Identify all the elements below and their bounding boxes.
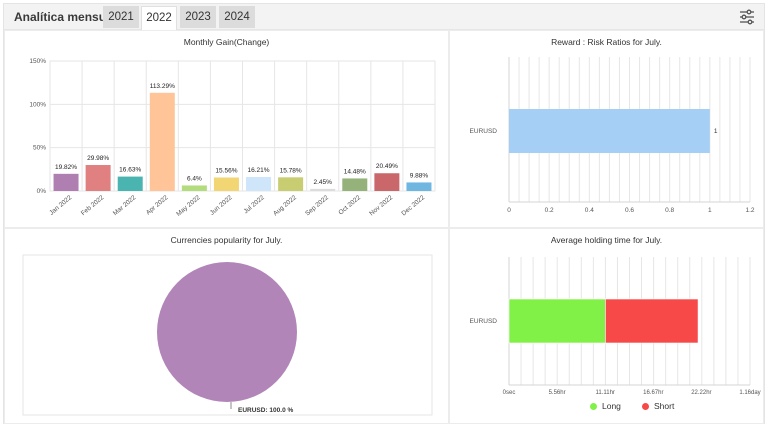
currencies-pie-chart: EURUSD: 100.0 % — [22, 254, 433, 416]
x-tick-label: 0.8 — [665, 207, 674, 214]
x-tick-label: 16.67hr — [643, 390, 663, 396]
x-tick-label: Aug 2022 — [272, 194, 298, 217]
bar-long — [508, 298, 606, 344]
bar-value-label: 113.29% — [150, 83, 175, 90]
holding-time-chart: 0sec 5.56hr 11.11hr 16.67hr 22.22hr 1.16day EU… — [470, 257, 761, 396]
bar-may-2022 — [181, 185, 207, 191]
bar-mar-2022 — [117, 176, 143, 191]
reward-risk-chart: 0 0.2 0.4 0.6 0.8 1 1.2 EURUSD 1 — [470, 57, 755, 214]
x-tick-label: Apr 2022 — [145, 194, 170, 217]
y-tick-label: 150% — [29, 58, 46, 65]
currencies-popularity-panel: Currencies popularity for July. EURUSD: … — [4, 228, 449, 424]
bar-dec-2022 — [406, 182, 432, 191]
widget-title: Analítica mensual — [14, 10, 117, 24]
bar-value-label: 1 — [714, 128, 718, 135]
bar-value-label: 2.45% — [313, 179, 332, 186]
bar-value-label: 9.88% — [410, 172, 429, 179]
bar-value-label: 20.49% — [376, 163, 398, 170]
bar-value-label: 29.98% — [87, 155, 109, 162]
monthly-gain-title: Monthly Gain(Change) — [183, 37, 270, 47]
bar-value-label: 16.63% — [119, 167, 141, 174]
pie-slice-label: EURUSD: 100.0 % — [238, 407, 293, 414]
legend-short-label: Short — [654, 401, 675, 411]
legend-short[interactable]: Short — [642, 401, 674, 411]
monthly-analytics-widget: Analítica mensual 2021 2022 2023 2024 Mo… — [3, 3, 765, 424]
x-tick-label: 1 — [708, 207, 712, 214]
tab-2022[interactable]: 2022 — [141, 6, 177, 30]
bar-value-label: 16.21% — [248, 167, 270, 174]
x-tick-label: May 2022 — [175, 194, 202, 218]
y-category-label: EURUSD — [470, 318, 498, 325]
bar-apr-2022 — [149, 92, 175, 191]
y-tick-label: 50% — [33, 145, 46, 152]
x-tick-label: Nov 2022 — [368, 194, 394, 217]
x-tick-label: Jan 2022 — [48, 194, 73, 217]
tab-2023[interactable]: 2023 — [180, 6, 216, 28]
bar-short — [605, 298, 699, 344]
bar-sep-2022 — [310, 188, 336, 191]
header-bar: Analítica mensual 2021 2022 2023 2024 — [4, 4, 764, 30]
bar-jul-2022 — [246, 176, 272, 191]
pie-slice-eurusd — [157, 262, 297, 402]
x-tick-label: Jun 2022 — [209, 194, 234, 217]
monthly-gain-panel: Monthly Gain(Change) 0% 50% 100% 150% 19.82%… — [4, 30, 449, 228]
sliders-icon[interactable] — [738, 8, 756, 26]
tab-2024[interactable]: 2024 — [219, 6, 255, 28]
x-tick-label: Mar 2022 — [112, 194, 138, 217]
bar-oct-2022 — [342, 178, 368, 191]
x-tick-label: Oct 2022 — [337, 194, 362, 217]
holding-time-title: Average holding time for July. — [550, 235, 663, 245]
legend-long-label: Long — [602, 401, 621, 411]
x-tick-label: 5.56hr — [549, 390, 566, 396]
tab-2021[interactable]: 2021 — [103, 6, 139, 28]
legend-long-swatch — [590, 403, 597, 410]
x-tick-label: 0.4 — [585, 207, 594, 214]
legend-long[interactable]: Long — [590, 401, 621, 411]
x-tick-label: 0 — [507, 207, 511, 214]
x-tick-label: Sep 2022 — [304, 194, 330, 217]
bar-value-label: 15.78% — [280, 167, 302, 174]
holding-time-panel: Average holding time for July. 0sec 5.56h… — [449, 228, 764, 424]
x-tick-label: Feb 2022 — [80, 194, 106, 217]
x-tick-label: Dec 2022 — [400, 194, 426, 217]
x-tick-label: 0.6 — [625, 207, 634, 214]
bar-value-label: 6.4% — [187, 175, 202, 182]
bar-value-label: 14.48% — [344, 168, 366, 175]
bar-value-label: 15.56% — [215, 168, 237, 175]
pie-plot-border — [22, 254, 433, 416]
bar-jan-2022 — [53, 173, 79, 191]
bar-eurusd — [509, 109, 710, 153]
x-tick-label: 1.16day — [739, 390, 760, 396]
x-tick-label: Jul 2022 — [242, 194, 266, 215]
y-tick-label: 0% — [37, 188, 47, 195]
legend-short-swatch — [642, 403, 649, 410]
y-tick-label: 100% — [29, 101, 46, 108]
bar-aug-2022 — [278, 177, 304, 191]
bar-jun-2022 — [213, 177, 239, 191]
bar-value-label: 19.82% — [55, 164, 77, 171]
x-tick-label: 22.22hr — [691, 390, 711, 396]
x-tick-label: 11.11hr — [595, 390, 614, 396]
bar-nov-2022 — [374, 173, 400, 191]
reward-risk-title: Reward : Risk Ratios for July. — [551, 37, 662, 47]
y-category-label: EURUSD — [470, 128, 498, 135]
reward-risk-panel: Reward : Risk Ratios for July. 0 0.2 0.4 0.… — [449, 30, 764, 228]
x-tick-label: 0.2 — [545, 207, 554, 214]
x-tick-label: 1.2 — [745, 207, 754, 214]
currencies-popularity-title: Currencies popularity for July. — [170, 235, 283, 245]
x-tick-label: 0sec — [503, 390, 516, 396]
bar-feb-2022 — [85, 165, 111, 191]
monthly-gain-chart: 0% 50% 100% 150% 19.82% Jan 2022 29.98% Feb 202… — [29, 58, 436, 218]
